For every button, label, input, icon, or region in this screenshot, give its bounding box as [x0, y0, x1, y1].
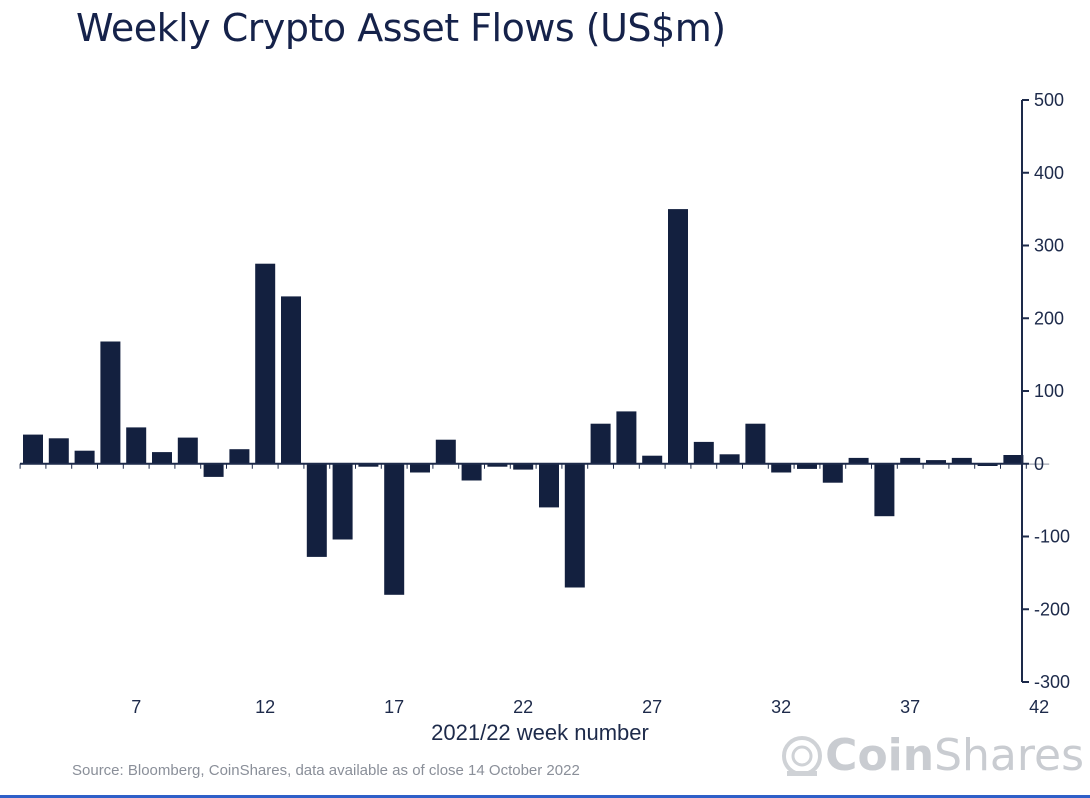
y-tick-label-300: 300: [1034, 236, 1064, 256]
bar-week-12: [255, 263, 276, 464]
bar-week-34: [822, 463, 843, 483]
bar-week-22: [513, 463, 534, 470]
x-tick-label-12: 12: [255, 697, 275, 717]
y-tick-label--200: -200: [1034, 599, 1070, 619]
bar-week-30: [719, 454, 740, 464]
x-tick-label-17: 17: [384, 697, 404, 717]
bar-week-38: [926, 460, 946, 464]
bar-week-18: [410, 463, 430, 473]
bar-week-33: [797, 463, 817, 469]
x-tick-label-32: 32: [771, 697, 791, 717]
logo-text-shares: Shares: [934, 730, 1084, 781]
y-tick-label-0: 0: [1034, 454, 1044, 474]
bar-week-16: [358, 463, 379, 467]
bar-week-19: [435, 439, 456, 464]
bar-week-4: [48, 438, 69, 464]
bar-week-24: [564, 463, 585, 588]
x-tick-label-37: 37: [900, 697, 920, 717]
x-tick-label-7: 7: [131, 697, 141, 717]
y-tick-label--300: -300: [1034, 672, 1070, 692]
bar-week-8: [152, 452, 172, 464]
bar-week-14: [306, 463, 327, 557]
bottom-rule: [0, 795, 1090, 798]
bar-week-40: [977, 463, 998, 466]
bar-week-21: [487, 463, 508, 467]
bar-week-13: [281, 296, 301, 464]
bar-week-9: [177, 437, 198, 464]
bar-week-26: [616, 411, 637, 464]
coinshares-logo: CoinShares: [779, 730, 1084, 781]
bar-week-20: [461, 463, 482, 481]
x-axis-label: 2021/22 week number: [431, 720, 649, 745]
bar-week-10: [203, 463, 224, 477]
bar-week-36: [874, 463, 895, 517]
y-tick-label-100: 100: [1034, 381, 1064, 401]
bar-week-32: [771, 463, 792, 473]
y-tick-label-400: 400: [1034, 163, 1064, 183]
bar-week-15: [332, 463, 353, 540]
bar-week-11: [229, 449, 250, 464]
bar-week-31: [745, 423, 766, 464]
y-tick-label-200: 200: [1034, 308, 1064, 328]
bar-week-39: [951, 457, 972, 464]
bar-week-17: [384, 463, 405, 595]
source-note: Source: Bloomberg, CoinShares, data avai…: [72, 762, 580, 779]
bar-week-35: [848, 457, 869, 464]
bar-week-37: [900, 457, 921, 464]
bar-week-28: [668, 209, 688, 464]
bar-week-5: [74, 450, 95, 464]
bar-week-29: [693, 441, 714, 464]
bar-week-7: [126, 427, 147, 464]
bar-week-23: [539, 463, 559, 508]
logo-text-coin: Coin: [825, 730, 935, 781]
bar-week-25: [590, 423, 611, 464]
y-tick-label-500: 500: [1034, 90, 1064, 110]
bar-week-6: [100, 341, 121, 464]
coin-icon: [782, 735, 823, 776]
bar-week-42: [1029, 463, 1050, 465]
bar-week-41: [1003, 455, 1024, 464]
x-tick-label-42: 42: [1029, 697, 1049, 717]
chart-title: Weekly Crypto Asset Flows (US$m): [76, 6, 726, 50]
x-tick-label-22: 22: [513, 697, 533, 717]
bar-week-27: [642, 455, 663, 464]
bar-week-3: [23, 434, 43, 464]
y-tick-label--100: -100: [1034, 527, 1070, 547]
x-tick-label-27: 27: [642, 697, 662, 717]
